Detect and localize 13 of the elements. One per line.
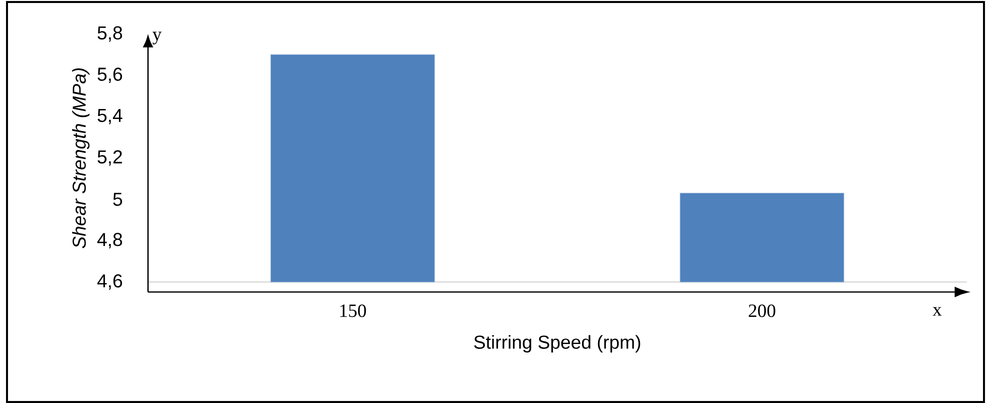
y-tick-label: 4,6 [97, 274, 122, 290]
y-tick-label: 5,6 [98, 68, 122, 84]
text: x [932, 307, 942, 316]
y-tick-label: 5 [113, 192, 122, 206]
y-tick-label: 5,8 [98, 26, 122, 42]
y-tick-label: 5,2 [98, 150, 122, 166]
y-tick-label: 5,4 [98, 109, 122, 124]
x-tick-label: 200 [748, 304, 776, 318]
y-axis-title: Shear Strength (MPa) [72, 68, 90, 248]
x-axis-title: Stirring Speed (rpm) [474, 335, 640, 353]
y-tick-label: 4,8 [97, 232, 122, 248]
x-tick-label: 150 [340, 304, 366, 318]
annotation: y [152, 32, 162, 44]
